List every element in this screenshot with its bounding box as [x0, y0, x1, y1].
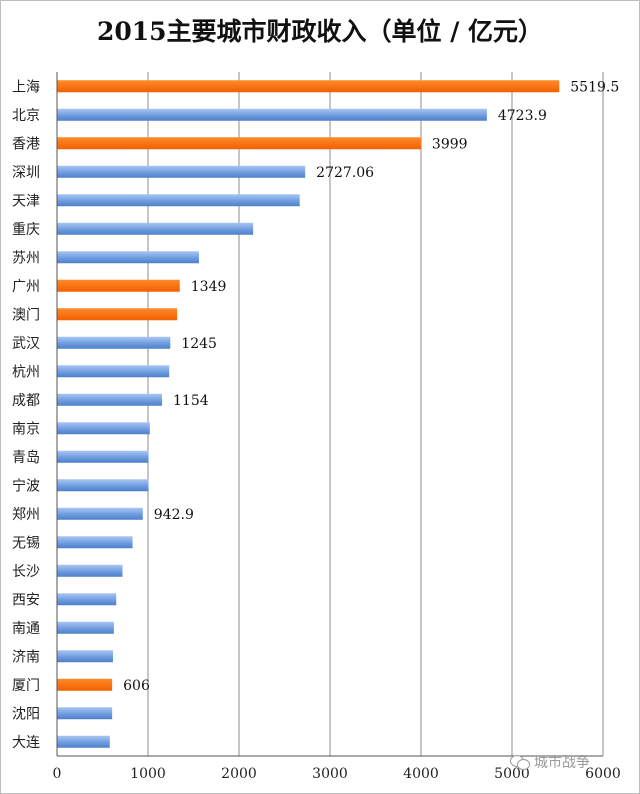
category-label: 青岛 — [12, 450, 40, 466]
category-label: 广州 — [12, 279, 40, 295]
wechat-icon — [510, 755, 532, 771]
x-tick-label: 1000 — [130, 766, 166, 782]
category-label: 杭州 — [12, 364, 40, 380]
bar — [57, 479, 149, 492]
x-tick-label: 3000 — [312, 766, 348, 782]
category-label: 南京 — [12, 421, 40, 437]
bar — [57, 279, 180, 292]
category-label: 澳门 — [12, 307, 40, 323]
data-label: 1349 — [191, 279, 227, 295]
category-label: 成都 — [12, 393, 40, 409]
category-label: 西安 — [12, 592, 40, 608]
x-tick-label: 5000 — [494, 766, 530, 782]
bar — [57, 507, 143, 520]
bar — [57, 621, 114, 634]
data-label: 3999 — [432, 136, 468, 152]
bar — [57, 251, 199, 264]
x-tick-label: 6000 — [585, 766, 621, 782]
bar — [57, 707, 113, 720]
data-label: 5519.5 — [570, 79, 619, 95]
bar — [57, 308, 178, 321]
category-label: 大连 — [12, 735, 40, 751]
data-label: 2727.06 — [316, 165, 374, 181]
category-label: 深圳 — [12, 165, 40, 181]
bar — [57, 137, 421, 150]
watermark: 城市战争 — [510, 752, 590, 772]
bar — [57, 564, 123, 577]
category-label: 苏州 — [12, 250, 40, 266]
bar — [57, 678, 113, 691]
data-label: 1245 — [181, 336, 217, 352]
category-label: 北京 — [12, 108, 40, 124]
bar — [57, 393, 163, 406]
category-label: 郑州 — [12, 507, 40, 523]
bar — [57, 650, 113, 663]
bar — [57, 194, 300, 207]
category-label: 重庆 — [12, 222, 40, 238]
data-label: 1154 — [173, 393, 209, 409]
x-tick-label: 4000 — [403, 766, 439, 782]
category-label: 厦门 — [12, 678, 40, 694]
x-tick-label: 0 — [53, 766, 62, 782]
category-label: 南通 — [12, 621, 40, 637]
chart-title: 2015主要城市财政收入（单位 / 亿元） — [96, 17, 544, 46]
category-label: 长沙 — [12, 564, 40, 580]
category-label: 天津 — [12, 193, 40, 209]
bar — [57, 222, 254, 235]
data-label: 4723.9 — [498, 108, 547, 124]
category-label: 济南 — [12, 649, 40, 665]
bar — [57, 365, 170, 378]
bar — [57, 80, 560, 93]
x-tick-label: 2000 — [221, 766, 257, 782]
bar — [57, 536, 133, 549]
category-label: 上海 — [12, 79, 40, 95]
bar — [57, 165, 306, 178]
category-label: 香港 — [12, 136, 40, 152]
bar — [57, 108, 487, 121]
watermark-text: 城市战争 — [534, 755, 590, 771]
category-label: 武汉 — [12, 336, 40, 352]
data-label: 606 — [123, 678, 150, 694]
category-label: 沈阳 — [12, 706, 40, 722]
bar — [57, 422, 150, 435]
category-label: 无锡 — [12, 535, 40, 551]
bar — [57, 336, 171, 349]
bar — [57, 593, 117, 606]
bar — [57, 450, 149, 463]
bar — [57, 735, 110, 748]
category-label: 宁波 — [12, 477, 40, 494]
data-label: 942.9 — [154, 507, 194, 523]
